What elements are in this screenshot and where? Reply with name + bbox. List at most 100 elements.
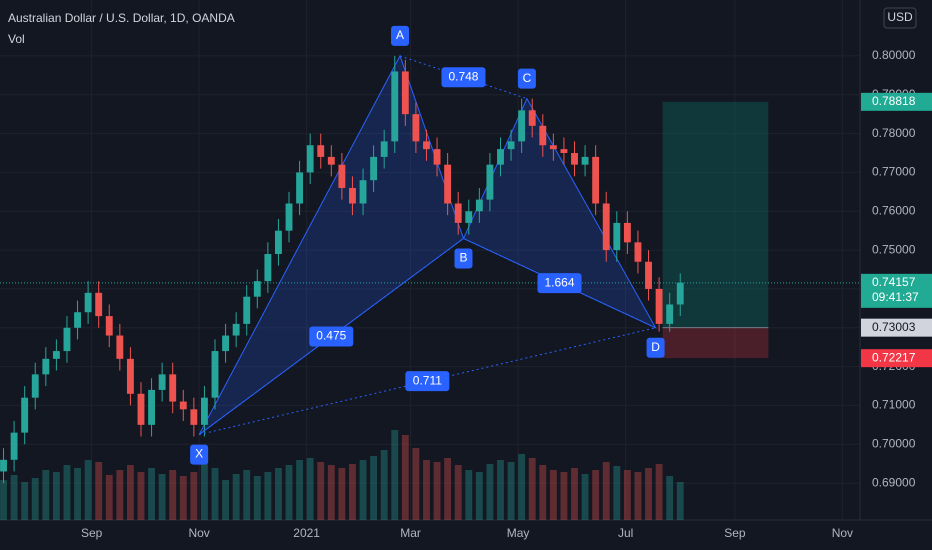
y-tick-label: 0.77000 [872, 165, 916, 179]
x-tick-label: Nov [188, 526, 209, 540]
volume-bar [63, 465, 71, 520]
point-badge [646, 337, 665, 358]
volume-bar [454, 465, 462, 520]
candle-body [21, 397, 29, 433]
candle-body [84, 292, 92, 313]
candle-body [253, 281, 261, 297]
candle-body [116, 335, 124, 359]
volume-bar [0, 480, 7, 520]
candle-body [31, 374, 39, 398]
point-label: C [523, 71, 532, 85]
volume-bar [232, 474, 240, 520]
candle-body [285, 203, 293, 231]
candle-body [370, 156, 378, 181]
candle-body [0, 459, 7, 472]
volume-bar [200, 462, 208, 520]
candle-body [433, 149, 441, 165]
volume-bar [158, 474, 166, 520]
last-price-bg [861, 273, 932, 308]
candle-body [475, 199, 483, 212]
volume-bar [31, 478, 39, 520]
volume-bar [275, 468, 282, 520]
volume-bar [581, 474, 589, 520]
volume-bar [253, 476, 261, 520]
volume-bar [676, 482, 684, 520]
volume-bar [645, 468, 652, 520]
volume-bar [433, 462, 441, 520]
candle-body [454, 203, 462, 223]
candle-body [158, 374, 166, 390]
volume-bar [444, 458, 452, 520]
chart-subtitle: Vol [8, 32, 25, 46]
stop-tag: 0.72217 [872, 350, 916, 364]
volume-bar [613, 466, 621, 520]
volume-bar [655, 464, 663, 520]
volume-bar [602, 462, 610, 520]
volume-bar [10, 475, 18, 520]
volume-bar [370, 456, 378, 520]
x-tick-label: Sep [81, 526, 103, 540]
candle-body [539, 125, 547, 146]
volume-bar [148, 468, 155, 520]
ratio-badge [405, 371, 450, 392]
candle-body [518, 110, 526, 142]
candle-body [306, 145, 314, 173]
candle-body [528, 110, 536, 126]
ratio-label: 1.664 [545, 275, 575, 289]
point-label: D [651, 340, 660, 354]
candle-body [401, 71, 409, 115]
chart-title: Australian Dollar / U.S. Dollar, 1D, OAN… [8, 11, 235, 25]
volume-bar [549, 470, 557, 520]
y-tick-label: 0.75000 [872, 242, 916, 256]
volume-bar [211, 468, 219, 520]
x-tick-label: Nov [832, 526, 853, 540]
candle-body [169, 374, 177, 402]
volume-bar [560, 472, 568, 520]
volume-bar [592, 470, 600, 520]
point-badge [391, 25, 410, 46]
volume-bar [52, 472, 60, 520]
volume-bar [423, 460, 430, 520]
candle-body [148, 389, 155, 425]
candle-body [486, 164, 494, 200]
volume-bar [116, 470, 124, 520]
volume-bar [666, 476, 674, 520]
volume-bar [338, 468, 346, 520]
candle-body [338, 164, 346, 188]
candle-body [507, 141, 515, 150]
candle-body [349, 187, 356, 204]
volume-bar [243, 470, 251, 520]
candle-body [571, 153, 578, 165]
target-tag-bg [861, 92, 932, 111]
volume-bar [137, 472, 145, 520]
volume-bar [285, 465, 293, 520]
ratio-line [199, 327, 656, 436]
candle-body [676, 282, 684, 305]
point-label: A [396, 28, 404, 42]
volume-bar [84, 460, 92, 520]
volume-bar [42, 470, 50, 520]
currency: USD [887, 10, 913, 24]
candle-body [645, 261, 652, 289]
volume-bar [327, 465, 335, 520]
volume-bar [528, 458, 536, 520]
volume-bar [74, 468, 81, 520]
volume-bar [623, 470, 631, 520]
candle-body [52, 351, 60, 359]
last-price: 0.74157 [872, 275, 916, 289]
candle-body [327, 156, 335, 165]
candle-body [190, 409, 198, 425]
y-tick-label: 0.76000 [872, 203, 916, 217]
y-tick-label: 0.78000 [872, 126, 916, 140]
candle-body [623, 222, 631, 243]
entry-tag: 0.73003 [872, 320, 916, 334]
candle-body [359, 180, 367, 204]
candle-body [423, 141, 430, 150]
candle-body [380, 141, 388, 157]
y-tick-label: 0.80000 [872, 48, 916, 62]
candle-body [560, 149, 568, 154]
volume-bar [95, 462, 103, 520]
volume-bar [296, 460, 304, 520]
volume-bar [497, 460, 504, 520]
